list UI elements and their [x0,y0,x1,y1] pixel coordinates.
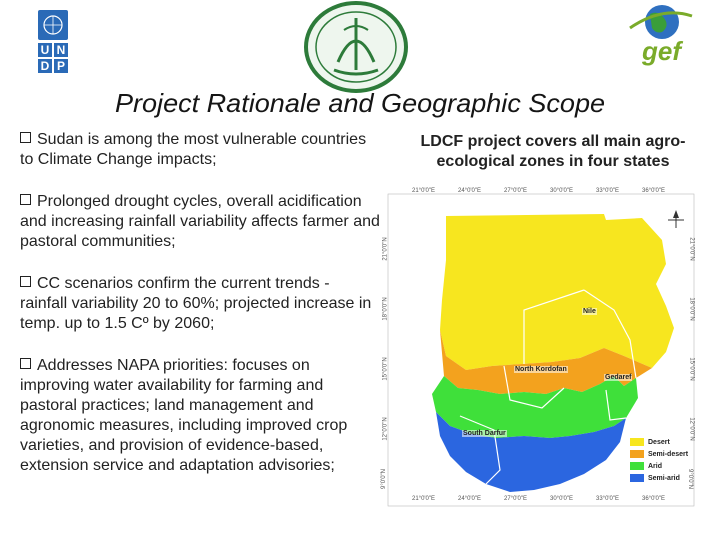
bullet-item: Addresses NAPA priorities: focuses on im… [20,356,380,476]
legend-label: Arid [648,462,662,470]
coord-label: 24°0'0"E [458,188,482,194]
legend-swatch [630,438,644,446]
legend-swatch [630,462,644,470]
checkbox-bullet-icon [20,276,31,287]
legend-swatch [630,450,644,458]
coord-label: 36°0'0"E [642,188,666,194]
coord-label: 12°0'0"N [688,417,695,441]
checkbox-bullet-icon [20,132,31,143]
coord-label: 36°0'0"E [642,496,666,502]
coord-label: 21°0'0"E [412,496,436,502]
coord-label: 24°0'0"E [458,496,482,502]
checkbox-bullet-icon [20,194,31,205]
desert-zone [440,214,674,370]
coord-label: 30°0'0"E [550,188,574,194]
state-borders [459,289,637,485]
agro-ecological-zones-map: 21°0'0"E 24°0'0"E 27°0'0"E 30°0'0"E 33°0… [374,180,714,520]
sudan-ministry-emblem [300,0,412,94]
undp-letter: D [38,59,52,73]
gef-logo: gef [626,2,694,70]
semi-desert-zone [440,330,652,394]
coord-label: 21°0'0"N [688,237,695,261]
un-emblem-icon [38,10,68,40]
coord-label: 21°0'0"E [412,188,436,194]
undp-letter: N [54,43,68,57]
coord-label: 33°0'0"E [596,188,620,194]
undp-letter: U [38,43,52,57]
state-label-south-darfur: South Darfur [462,430,507,437]
north-arrow-icon [668,210,684,228]
map-legend: Desert Semi-desert Arid Semi-arid [630,436,688,484]
globe-icon [629,5,693,39]
bullet-text: Prolonged drought cycles, overall acidif… [20,193,380,250]
bullet-list: Sudan is among the most vulnerable count… [20,130,380,498]
coord-label: 30°0'0"E [550,496,574,502]
coord-label: 33°0'0"E [596,496,620,502]
coord-label: 21°0'0"N [382,237,389,261]
legend-label: Semi-arid [648,474,680,482]
legend-item: Arid [630,460,688,472]
bullet-text: Sudan is among the most vulnerable count… [20,131,367,168]
coord-label: 18°0'0"N [688,297,695,321]
state-label-nile: Nile [582,308,597,315]
checkbox-bullet-icon [20,358,31,369]
undp-logo: U N D P [38,10,98,74]
undp-letter: P [54,59,68,73]
legend-item: Semi-desert [630,448,688,460]
state-label-gedaref: Gedaref [604,374,633,381]
coord-label: 27°0'0"E [504,188,528,194]
state-label-north-kordofan: North Kordofan [514,366,568,373]
semi-arid-zone [436,412,626,492]
sudan-zones-map [387,193,695,507]
bullet-item: Sudan is among the most vulnerable count… [20,130,380,170]
bullet-text: CC scenarios confirm the current trends … [20,275,372,332]
legend-label: Desert [648,438,670,446]
coord-label: 15°0'0"N [382,357,389,381]
coord-label: 12°0'0"N [382,417,389,441]
arid-zone [432,376,638,438]
bullet-item: Prolonged drought cycles, overall acidif… [20,192,380,252]
bullet-text: Addresses NAPA priorities: focuses on im… [20,357,348,474]
coord-label: 15°0'0"N [688,357,695,381]
coord-label: 9°0'0"N [381,468,388,490]
coord-label: 18°0'0"N [382,297,389,321]
legend-swatch [630,474,644,482]
legend-item: Desert [630,436,688,448]
coord-label: 27°0'0"E [504,496,528,502]
gef-wordmark: gef [642,36,681,66]
map-heading: LDCF project covers all main agro-ecolog… [420,133,686,170]
slide-title: Project Rationale and Geographic Scope [114,88,606,118]
legend-item: Semi-arid [630,472,688,484]
legend-label: Semi-desert [648,450,689,458]
bullet-item: CC scenarios confirm the current trends … [20,274,380,334]
